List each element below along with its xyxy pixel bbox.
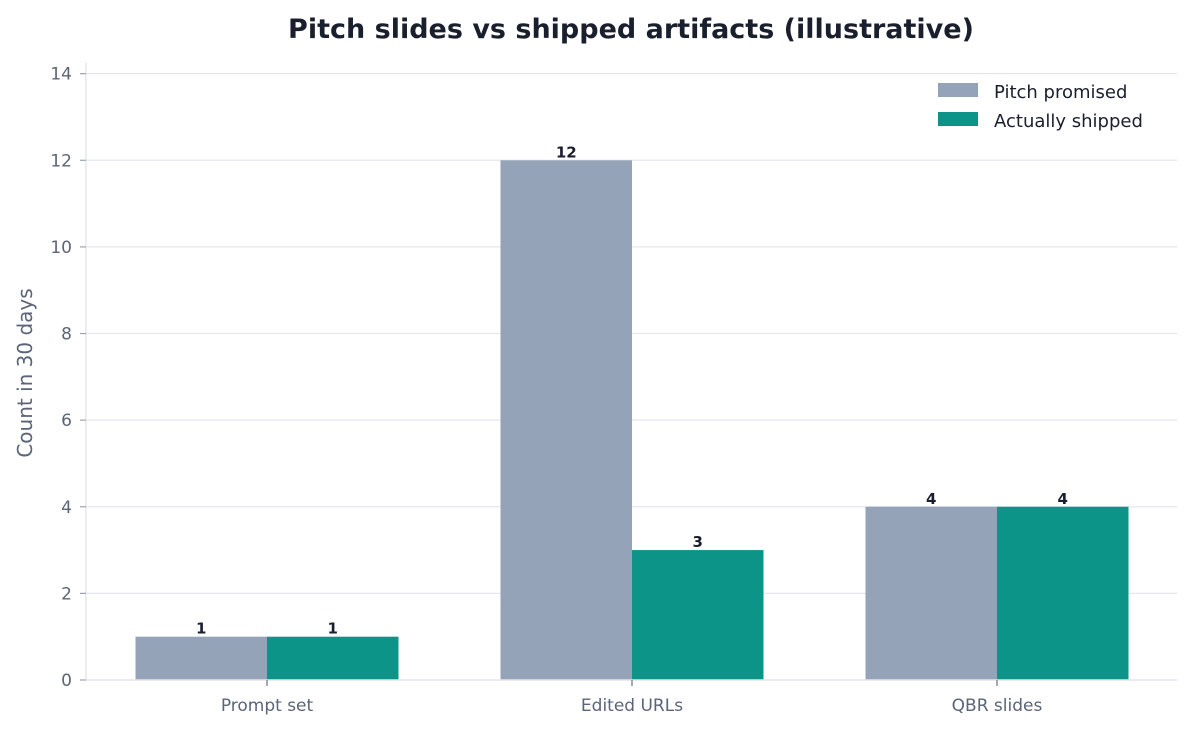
y-tick-label-8: 8 — [61, 325, 72, 345]
bar-pitch-promised-prompt-set — [135, 636, 267, 680]
legend-label-pitch-promised: Pitch promised — [994, 82, 1127, 103]
bars — [135, 160, 1129, 681]
x-tick-label-qbr-slides: QBR slides — [952, 696, 1043, 716]
bar-label-pitch-promised-qbr-slides: 4 — [926, 490, 936, 508]
bar-actually-shipped-qbr-slides — [997, 506, 1129, 680]
y-tick-label-6: 6 — [61, 411, 72, 431]
y-tick-label-14: 14 — [50, 65, 72, 85]
bar-actually-shipped-prompt-set — [267, 636, 399, 680]
x-tick-label-prompt-set: Prompt set — [221, 696, 314, 716]
y-tick-label-10: 10 — [50, 238, 72, 258]
bar-value-labels: 1 12 4 1 3 4 — [196, 143, 1068, 637]
legend-swatch-pitch-promised — [938, 83, 978, 97]
legend-label-actually-shipped: Actually shipped — [994, 111, 1143, 132]
bar-label-actually-shipped-qbr-slides: 4 — [1058, 490, 1068, 508]
y-tick-label-2: 2 — [61, 584, 72, 604]
chart-title: Pitch slides vs shipped artifacts (illus… — [288, 14, 974, 45]
bar-actually-shipped-edited-urls — [632, 550, 764, 680]
legend: Pitch promised Actually shipped — [938, 82, 1143, 132]
x-ticks: Prompt set Edited URLs QBR slides — [221, 680, 1043, 716]
bar-pitch-promised-edited-urls — [500, 160, 632, 681]
bar-pitch-promised-qbr-slides — [865, 506, 997, 680]
bar-label-actually-shipped-prompt-set: 1 — [328, 620, 338, 638]
bar-label-pitch-promised-edited-urls: 12 — [556, 143, 577, 161]
legend-swatch-actually-shipped — [938, 112, 978, 126]
x-tick-label-edited-urls: Edited URLs — [581, 696, 683, 716]
bar-label-pitch-promised-prompt-set: 1 — [196, 620, 206, 638]
y-tick-label-0: 0 — [61, 671, 72, 691]
bar-label-actually-shipped-edited-urls: 3 — [693, 533, 703, 551]
y-tick-label-12: 12 — [50, 151, 72, 171]
y-tick-label-4: 4 — [61, 498, 72, 518]
y-ticks: 0 2 4 6 8 10 12 14 — [50, 65, 86, 691]
y-axis-label: Count in 30 days — [13, 288, 37, 457]
